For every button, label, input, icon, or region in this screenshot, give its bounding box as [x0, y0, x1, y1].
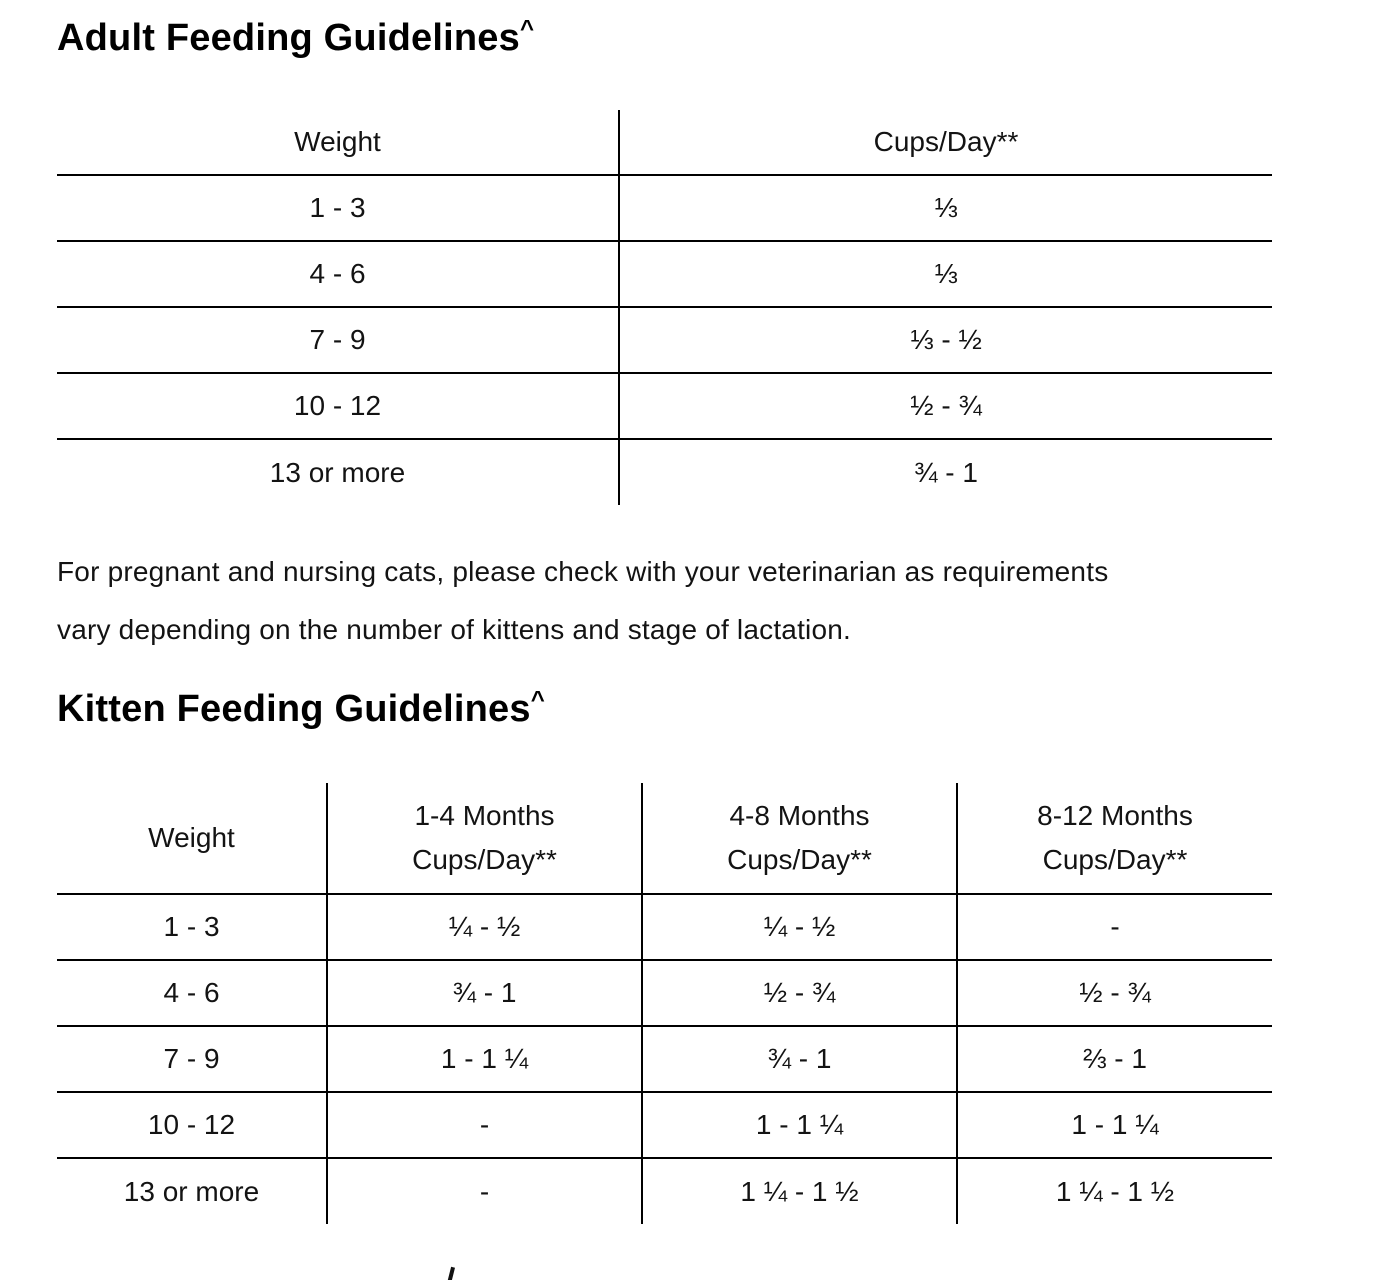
cups-1-4-cell: ¼ - ½: [327, 894, 643, 961]
header-months-label: 8-12 Months: [1037, 800, 1193, 831]
adult-title-text: Adult Feeding Guidelines: [57, 17, 520, 59]
kitten-header-1-4-months: 1-4 Months Cups/Day**: [327, 783, 643, 895]
header-months-label: 1-4 Months: [414, 800, 555, 831]
cups-8-12-cell: -: [957, 894, 1272, 961]
cups-4-8-cell: 1 - 1 ¼: [642, 1092, 958, 1159]
cups-4-8-cell: ¼ - ½: [642, 894, 958, 961]
pregnancy-note-line-2: vary depending on the number of kittens …: [57, 614, 852, 645]
weight-cell: 13 or more: [57, 1158, 328, 1224]
kitten-table-header-row: Weight 1-4 Months Cups/Day** 4-8 Months …: [57, 783, 1272, 895]
kitten-header-weight: Weight: [57, 783, 328, 895]
table-row: 10 - 12 ½ - ¾: [57, 373, 1272, 440]
weight-cell: 10 - 12: [57, 373, 620, 440]
kitten-header-4-8-months: 4-8 Months Cups/Day**: [642, 783, 958, 895]
table-row: 7 - 9 1 - 1 ¼ ¾ - 1 ⅔ - 1: [57, 1026, 1272, 1093]
cups-1-4-cell: -: [327, 1092, 643, 1159]
kitten-title-text: Kitten Feeding Guidelines: [57, 688, 531, 730]
cups-8-12-cell: ½ - ¾: [957, 960, 1272, 1027]
table-row: 7 - 9 ⅓ - ½: [57, 307, 1272, 374]
table-row: 13 or more ¾ - 1: [57, 439, 1272, 505]
adult-header-cups: Cups/Day**: [619, 110, 1272, 176]
header-months-label: 4-8 Months: [729, 800, 870, 831]
cups-1-4-cell: -: [327, 1158, 643, 1224]
cups-8-12-cell: ⅔ - 1: [957, 1026, 1272, 1093]
table-row: 4 - 6 ¾ - 1 ½ - ¾ ½ - ¾: [57, 960, 1272, 1027]
cups-8-12-cell: 1 ¼ - 1 ½: [1055, 1175, 1175, 1207]
weight-cell: 13 or more: [57, 439, 620, 505]
cups-cell: ¾ - 1: [914, 456, 978, 488]
adult-title-superscript: ^: [519, 15, 535, 43]
header-cups-label: Cups/Day**: [412, 844, 557, 875]
content-column: Adult Feeding Guidelines^ Weight Cups/Da…: [57, 0, 1272, 1224]
table-row: 10 - 12 - 1 - 1 ¼ 1 - 1 ¼: [57, 1092, 1272, 1159]
pregnancy-note: For pregnant and nursing cats, please ch…: [57, 543, 1272, 659]
adult-section-title: Adult Feeding Guidelines^: [57, 0, 1272, 60]
weight-cell: 10 - 12: [57, 1092, 328, 1159]
cups-8-12-cell: 1 - 1 ¼: [957, 1092, 1272, 1159]
cups-cell: ⅓: [619, 175, 1272, 242]
kitten-title-superscript: ^: [530, 686, 545, 714]
header-cups-label: Cups/Day**: [1042, 844, 1188, 875]
adult-header-weight: Weight: [57, 110, 620, 176]
kitten-feeding-table: Weight 1-4 Months Cups/Day** 4-8 Months …: [57, 783, 1272, 1224]
table-row: 1 - 3 ⅓: [57, 175, 1272, 242]
adult-table-header-row: Weight Cups/Day**: [57, 110, 1272, 176]
cups-4-8-cell: ½ - ¾: [642, 960, 958, 1027]
kitten-header-8-12-months: 8-12 Months Cups/Day**: [957, 783, 1272, 895]
weight-cell: 7 - 9: [57, 307, 620, 374]
kitten-section-title: Kitten Feeding Guidelines^: [57, 687, 1272, 731]
header-cups-label: Cups/Day**: [727, 844, 872, 875]
cups-cell: ⅓ - ½: [619, 307, 1272, 374]
weight-cell: 4 - 6: [57, 960, 328, 1027]
cups-cell: ½ - ¾: [619, 373, 1272, 440]
weight-cell: 7 - 9: [57, 1026, 328, 1093]
table-row: 4 - 6 ⅓: [57, 241, 1272, 308]
cutoff-character-fragment: [447, 1266, 455, 1280]
cups-4-8-cell: ¾ - 1: [642, 1026, 958, 1093]
cups-1-4-cell: ¾ - 1: [327, 960, 643, 1027]
cups-4-8-cell: 1 ¼ - 1 ½: [642, 1158, 958, 1224]
table-row: 13 or more - 1 ¼ - 1 ½ 1 ¼ - 1 ½: [57, 1158, 1272, 1224]
weight-cell: 1 - 3: [57, 894, 328, 961]
weight-cell: 4 - 6: [57, 241, 620, 308]
cups-1-4-cell: 1 - 1 ¼: [327, 1026, 643, 1093]
cups-cell: ⅓: [619, 241, 1272, 308]
table-row: 1 - 3 ¼ - ½ ¼ - ½ -: [57, 894, 1272, 961]
weight-cell: 1 - 3: [57, 175, 620, 242]
adult-feeding-table: Weight Cups/Day** 1 - 3 ⅓ 4 - 6 ⅓ 7 - 9 …: [57, 110, 1272, 505]
pregnancy-note-line-1: For pregnant and nursing cats, please ch…: [57, 556, 1109, 587]
